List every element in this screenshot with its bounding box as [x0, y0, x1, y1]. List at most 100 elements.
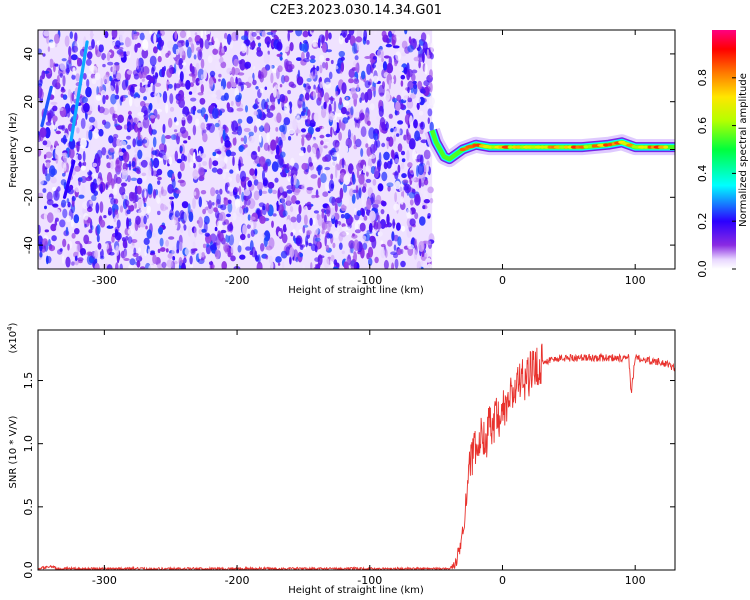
noise-blob	[258, 125, 265, 132]
noise-blob	[71, 45, 79, 53]
noise-blob	[240, 233, 246, 241]
noise-blob	[231, 120, 239, 132]
noise-blob	[426, 164, 429, 173]
noise-blob	[42, 88, 49, 94]
noise-blob	[38, 79, 43, 86]
noise-blob	[143, 202, 147, 207]
noise-blob	[348, 30, 355, 36]
noise-blob	[425, 258, 432, 263]
noise-blob	[407, 45, 414, 53]
noise-blob	[241, 191, 245, 202]
x-tick-label: 0	[499, 274, 506, 287]
spectrogram-x-ticks: -300 -200 -100 0 100	[92, 30, 646, 287]
noise-blob	[258, 188, 263, 196]
noise-blob	[328, 179, 335, 192]
noise-blob	[193, 191, 197, 196]
noise-blob	[356, 30, 363, 39]
noise-blob	[266, 41, 270, 48]
noise-blob	[222, 129, 226, 141]
noise-blob	[248, 221, 254, 226]
noise-blob	[130, 245, 135, 249]
noise-blob	[290, 83, 297, 89]
noise-blob	[296, 57, 302, 61]
noise-blob	[361, 208, 365, 217]
noise-blob	[227, 199, 232, 204]
y-tick-label: 20	[22, 95, 35, 109]
noise-blob	[164, 135, 172, 139]
noise-blob	[86, 130, 89, 140]
noise-blob	[342, 183, 348, 193]
noise-blob	[149, 30, 152, 35]
noise-blob	[111, 30, 118, 39]
noise-blob	[51, 235, 57, 242]
noise-blob	[307, 85, 312, 90]
noise-blob	[257, 181, 263, 191]
noise-blob	[389, 31, 392, 43]
noise-blob	[88, 142, 91, 154]
noise-blob	[204, 30, 211, 36]
noise-blob	[239, 254, 246, 260]
noise-blob	[287, 31, 291, 42]
noise-blob	[216, 168, 223, 175]
noise-blob	[193, 226, 197, 238]
noise-blob	[144, 190, 147, 198]
noise-blob	[345, 111, 350, 115]
noise-blob	[350, 258, 357, 269]
noise-blob	[226, 81, 232, 89]
noise-blob	[281, 98, 285, 111]
noise-blob	[56, 244, 63, 249]
colorbar-gradient	[712, 30, 736, 269]
noise-blob	[82, 150, 86, 162]
noise-blob	[358, 187, 362, 199]
noise-blob	[311, 194, 316, 199]
noise-blob	[226, 213, 231, 218]
noise-blob	[220, 61, 227, 69]
noise-blob	[226, 33, 232, 45]
noise-blob	[227, 223, 234, 232]
noise-blob	[416, 154, 423, 163]
noise-blob	[99, 201, 104, 214]
noise-blob	[45, 159, 51, 164]
noise-blob	[39, 127, 47, 138]
noise-blob	[82, 73, 87, 80]
noise-blob	[168, 196, 175, 200]
noise-blob	[303, 58, 310, 63]
noise-blob	[401, 89, 409, 101]
noise-blob	[54, 63, 59, 67]
noise-blob	[263, 179, 268, 187]
noise-blob	[146, 209, 150, 216]
noise-blob	[108, 184, 113, 190]
noise-blob	[312, 89, 317, 101]
noise-blob	[152, 136, 157, 148]
noise-blob	[276, 112, 282, 124]
noise-blob	[328, 97, 334, 101]
noise-blob	[265, 255, 269, 260]
noise-blob	[403, 67, 408, 75]
noise-blob	[88, 229, 93, 233]
noise-blob	[214, 37, 220, 50]
noise-blob	[424, 63, 428, 75]
noise-blob	[302, 30, 309, 38]
noise-blob	[42, 140, 48, 146]
noise-blob	[345, 145, 349, 153]
noise-blob	[400, 162, 405, 170]
noise-blob	[317, 38, 321, 49]
noise-blob	[324, 138, 330, 143]
noise-blob	[157, 210, 161, 216]
noise-blob	[51, 186, 57, 192]
noise-blob	[339, 97, 343, 106]
noise-blob	[279, 185, 284, 193]
noise-blob	[418, 61, 421, 69]
noise-blob	[162, 91, 168, 103]
noise-blob	[255, 255, 259, 262]
noise-blob	[364, 80, 371, 89]
noise-blob	[282, 165, 286, 177]
noise-blob	[225, 109, 231, 122]
noise-blob	[430, 42, 434, 53]
noise-blob	[322, 42, 327, 53]
noise-blob	[174, 210, 180, 218]
noise-blob	[181, 262, 186, 269]
noise-blob	[149, 55, 157, 67]
noise-blob	[132, 117, 140, 124]
